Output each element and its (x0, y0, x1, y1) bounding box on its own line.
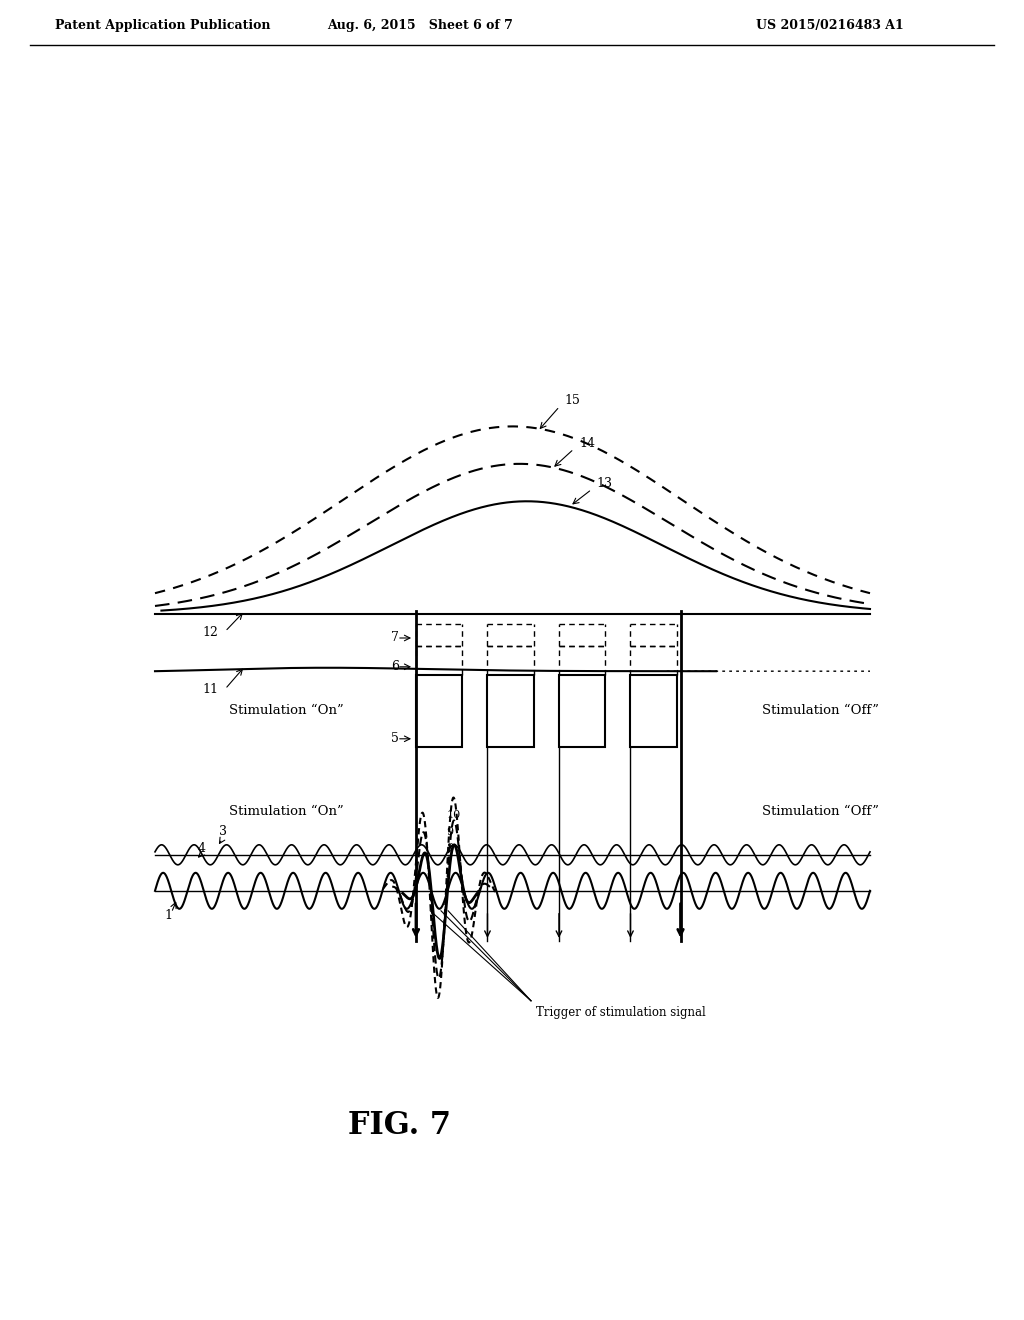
Text: 10: 10 (446, 809, 461, 820)
Text: 12: 12 (202, 626, 218, 639)
Text: 15: 15 (564, 395, 581, 408)
Text: 13: 13 (597, 478, 612, 490)
Text: Stimulation “On”: Stimulation “On” (228, 805, 343, 818)
Text: 11: 11 (202, 684, 218, 696)
Text: Stimulation “Off”: Stimulation “Off” (762, 705, 879, 717)
Text: 7: 7 (391, 631, 399, 644)
Text: 9: 9 (446, 826, 454, 837)
Text: Stimulation “On”: Stimulation “On” (228, 705, 343, 717)
Bar (559, 675, 605, 747)
Text: Patent Application Publication: Patent Application Publication (55, 18, 270, 32)
Text: 4: 4 (198, 842, 206, 855)
Text: Aug. 6, 2015   Sheet 6 of 7: Aug. 6, 2015 Sheet 6 of 7 (327, 18, 513, 32)
Text: 8: 8 (446, 842, 454, 853)
Text: Trigger of stimulation signal: Trigger of stimulation signal (536, 1006, 706, 1019)
Bar (631, 675, 677, 747)
Text: 3: 3 (219, 825, 227, 838)
Bar (487, 675, 534, 747)
Bar (416, 675, 463, 747)
Text: US 2015/0216483 A1: US 2015/0216483 A1 (756, 18, 904, 32)
Text: 6: 6 (391, 660, 399, 673)
Text: 14: 14 (579, 437, 595, 450)
Text: FIG. 7: FIG. 7 (348, 1110, 452, 1140)
Text: 1: 1 (164, 908, 172, 921)
Text: Stimulation “Off”: Stimulation “Off” (762, 805, 879, 818)
Text: 5: 5 (391, 731, 399, 744)
